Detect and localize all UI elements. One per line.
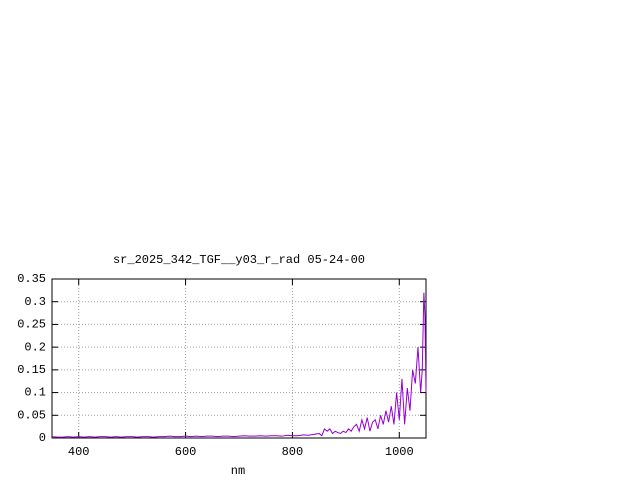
x-tick-label: 1000 <box>385 445 414 459</box>
y-tick-label: 0.05 <box>17 408 46 422</box>
x-tick-label: 600 <box>175 445 197 459</box>
x-axis-label: nm <box>231 464 245 478</box>
x-tick-label: 800 <box>282 445 304 459</box>
y-tick-label: 0.3 <box>24 295 46 309</box>
chart-title: sr_2025_342_TGF__y03_r_rad 05-24-00 <box>113 253 365 267</box>
y-tick-label: 0.15 <box>17 363 46 377</box>
x-tick-label: 400 <box>68 445 90 459</box>
y-tick-label: 0 <box>39 431 46 445</box>
y-tick-label: 0.35 <box>17 272 46 286</box>
y-tick-label: 0.2 <box>24 340 46 354</box>
y-tick-label: 0.1 <box>24 386 46 400</box>
plot-frame <box>51 278 427 439</box>
y-tick-label: 0.25 <box>17 318 46 332</box>
data-line <box>51 292 427 438</box>
